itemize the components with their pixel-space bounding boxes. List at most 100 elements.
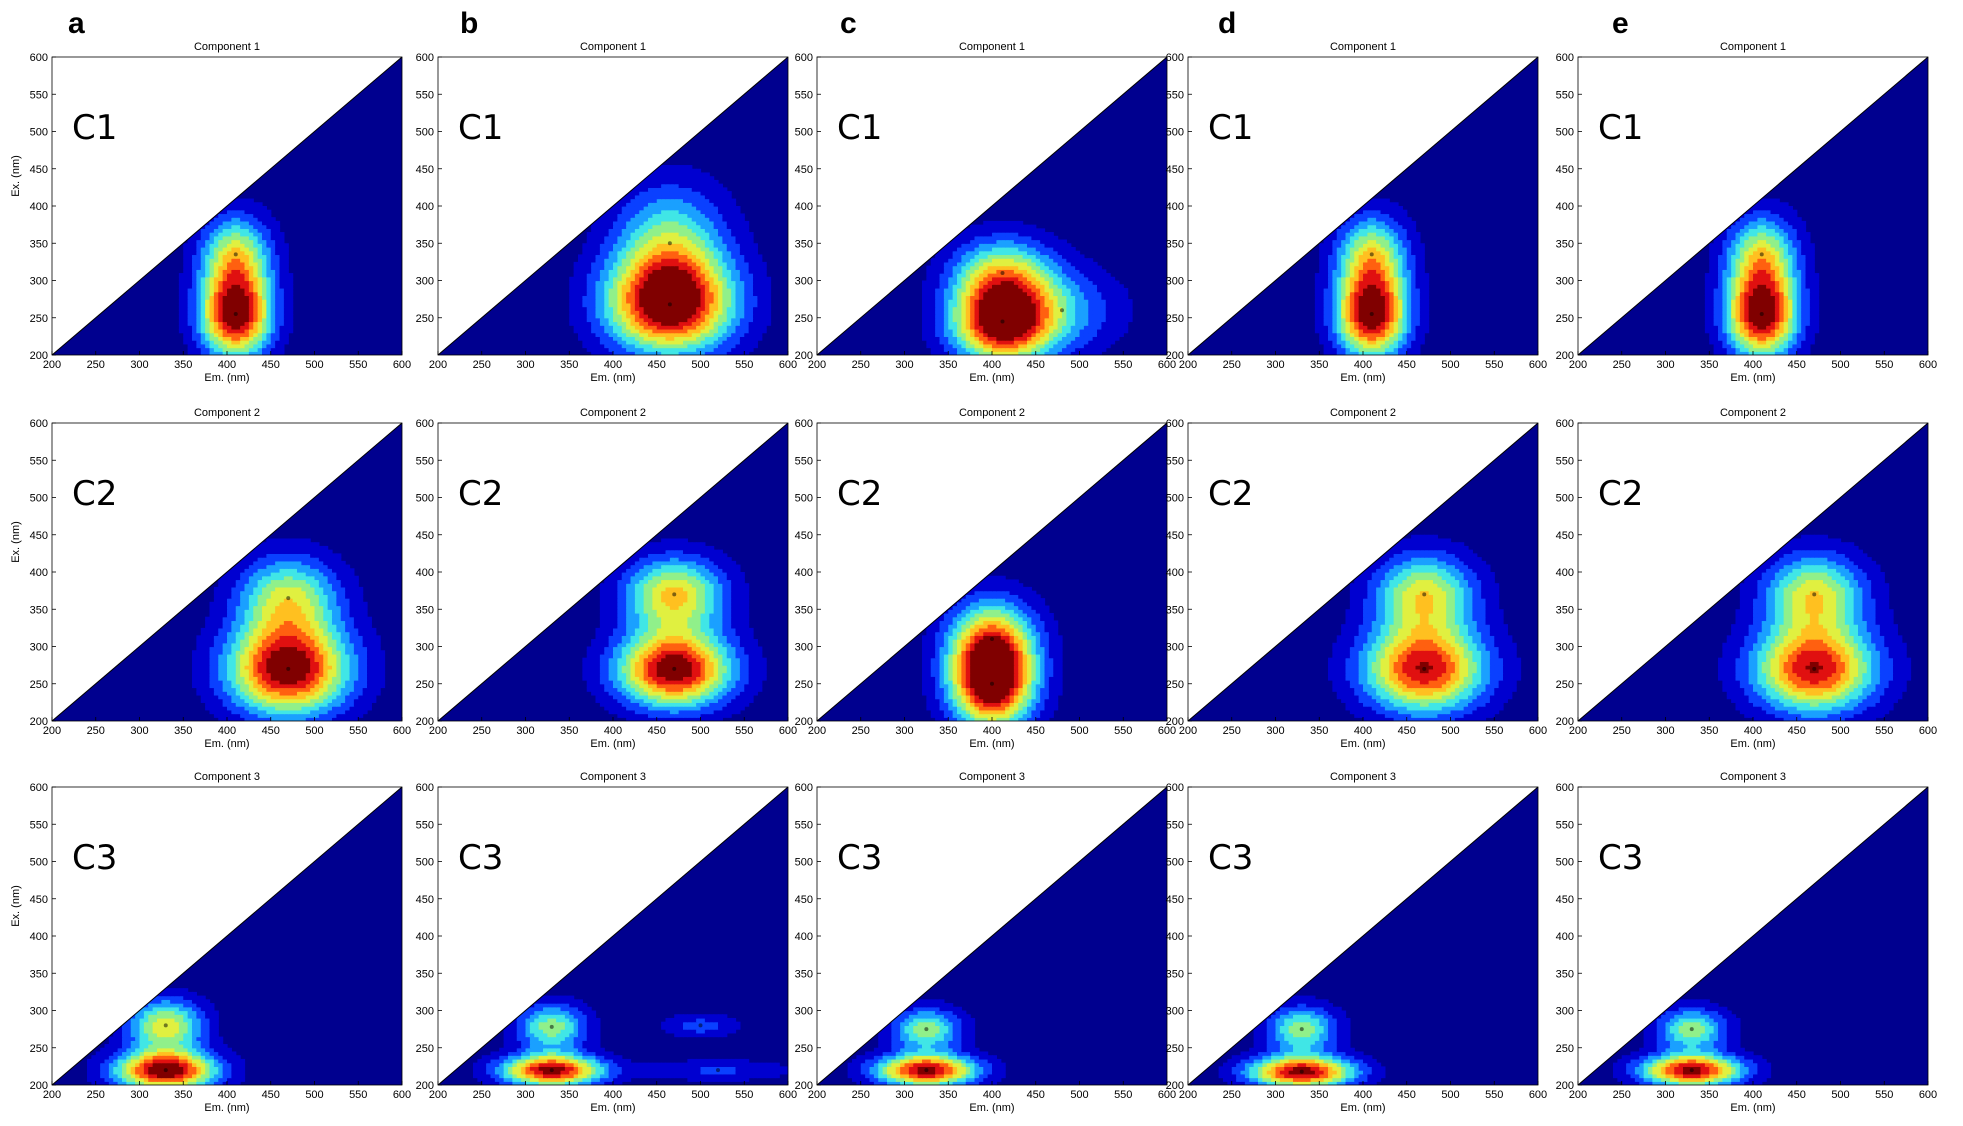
x-axis-label: Em. (nm) — [969, 372, 1014, 384]
contour-cell — [270, 280, 276, 285]
contour-cell — [656, 284, 662, 289]
contour-cell — [691, 314, 697, 319]
contour-cell — [948, 314, 954, 319]
contour-cell — [1070, 343, 1076, 349]
contour-cell — [595, 284, 601, 289]
contour-cell — [586, 250, 592, 256]
contour-cell — [591, 254, 597, 259]
contour-cell — [1092, 284, 1098, 289]
contour-cell — [648, 321, 653, 326]
contour-cell — [262, 243, 267, 248]
contour-cell — [1097, 299, 1102, 304]
contour-cell — [613, 187, 618, 192]
contour-cell — [253, 328, 259, 334]
contour-cell — [1035, 295, 1041, 300]
contour-cell — [196, 261, 202, 267]
contour-cell — [1101, 328, 1107, 334]
contour-cell — [266, 243, 272, 248]
contour-cell — [952, 280, 958, 285]
peak-marker — [667, 302, 672, 307]
contour-cell — [957, 235, 962, 241]
contour-cell — [643, 187, 649, 192]
contour-cell — [696, 332, 702, 337]
contour-cell — [1332, 310, 1338, 315]
contour-cell — [1013, 287, 1019, 293]
contour-cell — [1105, 343, 1111, 349]
contour-cell — [687, 209, 693, 215]
contour-cell — [996, 224, 1002, 229]
contour-cell — [726, 235, 732, 241]
contour-cell — [1336, 332, 1342, 337]
contour-cell — [1066, 261, 1072, 267]
contour-cell — [643, 351, 649, 355]
contour-cell — [626, 220, 632, 226]
contour-cell — [704, 351, 710, 355]
contour-cell — [665, 291, 671, 297]
contour-cell — [1406, 317, 1412, 323]
contour-cell — [1018, 232, 1024, 237]
contour-cell — [922, 280, 927, 285]
contour-cell — [1066, 280, 1072, 285]
contour-cell — [1349, 291, 1355, 297]
contour-cell — [1009, 269, 1015, 274]
contour-cell — [1376, 299, 1382, 304]
contour-cell — [1314, 287, 1320, 293]
contour-cell — [279, 332, 285, 337]
contour-cell — [939, 299, 945, 304]
contour-cell — [617, 254, 623, 259]
contour-cell — [1040, 291, 1046, 297]
contour-cell — [1389, 291, 1395, 297]
contour-cell — [652, 202, 658, 207]
contour-cell — [196, 328, 202, 334]
contour-cell — [253, 273, 259, 278]
contour-cell — [200, 232, 206, 237]
contour-cell — [218, 295, 224, 300]
contour-cell — [965, 243, 971, 248]
contour-cell — [652, 276, 658, 282]
contour-cell — [1022, 321, 1028, 326]
contour-cell — [661, 243, 667, 248]
contour-cell — [669, 228, 675, 233]
contour-cell — [731, 232, 737, 237]
diagonal-line — [437, 56, 789, 356]
contour-cell — [974, 328, 980, 334]
contour-cell — [722, 347, 728, 352]
contour-cell — [1005, 295, 1011, 300]
contour-cell — [608, 280, 614, 285]
contour-cell — [1419, 287, 1425, 293]
contour-cell — [235, 273, 241, 278]
contour-cell — [222, 317, 228, 323]
contour-cell — [678, 321, 684, 326]
contour-cell — [613, 269, 618, 274]
contour-cell — [731, 314, 737, 319]
contour-cell — [726, 321, 732, 326]
contour-cell — [257, 287, 263, 293]
contour-cell — [279, 336, 285, 341]
contour-cell — [1031, 265, 1037, 270]
contour-cell — [1393, 340, 1399, 345]
contour-cell — [1057, 269, 1063, 274]
contour-cell — [1332, 340, 1338, 345]
contour-cell — [1075, 291, 1081, 297]
contour-cell — [270, 273, 276, 278]
contour-cell — [939, 347, 945, 352]
contour-cell — [674, 235, 680, 241]
contour-cell — [244, 336, 250, 341]
contour-cell — [1319, 306, 1325, 311]
contour-cell — [709, 191, 715, 196]
contour-cell — [744, 287, 750, 293]
contour-cell — [744, 291, 750, 297]
y-tick-label: 300 — [416, 276, 434, 288]
contour-cell — [1075, 280, 1081, 285]
contour-cell — [943, 321, 949, 326]
contour-cell — [696, 213, 702, 218]
contour-cell — [1009, 302, 1015, 308]
contour-cell — [1079, 291, 1085, 297]
contour-cell — [595, 250, 601, 256]
contour-cell — [617, 302, 623, 308]
contour-cell — [709, 347, 715, 352]
contour-cell — [696, 273, 702, 278]
contour-cell — [961, 332, 967, 337]
contour-cell — [639, 332, 645, 337]
contour-cell — [735, 317, 741, 323]
